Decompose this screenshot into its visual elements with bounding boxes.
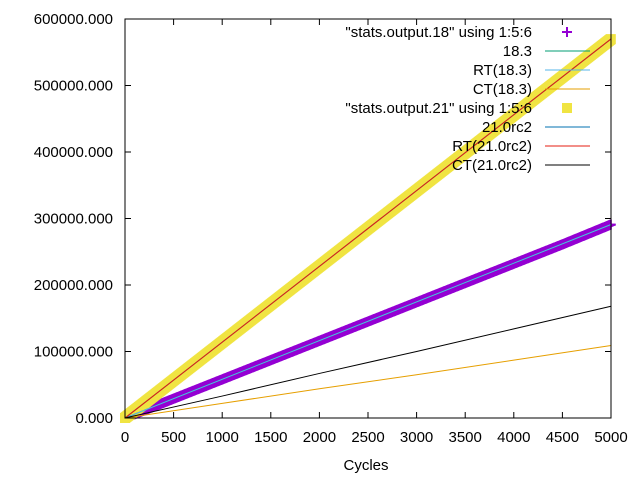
x-tick-label: 1000 (206, 429, 239, 446)
series-6 (124, 38, 612, 419)
legend-item: CT(18.3) (473, 81, 590, 98)
legend-label: 18.3 (503, 43, 532, 60)
y-tick-label: 600000.000 (34, 11, 113, 28)
legend-label: CT(21.0rc2) (452, 157, 532, 174)
y-tick-label: 400000.000 (34, 144, 113, 161)
legend-label: "stats.output.18" using 1:5:6 (345, 24, 532, 41)
y-tick-label: 200000.000 (34, 277, 113, 294)
axes-layer: 0 500 1000 1500 2000 2500 3000 3500 4000 4500 5000… (34, 11, 628, 446)
legend-label: RT(21.0rc2) (452, 138, 532, 155)
legend-swatch (562, 27, 572, 37)
legend-item: CT(21.0rc2) (452, 157, 590, 174)
legend-label: CT(18.3) (473, 81, 532, 98)
y-tick-label: 500000.000 (34, 78, 113, 95)
x-axis-title: Cycles (343, 457, 388, 474)
series-7 (124, 305, 612, 419)
x-tick-label: 4500 (546, 429, 579, 446)
series-2-line (124, 224, 612, 419)
legend-label: 21.0rc2 (482, 119, 532, 136)
series-6-line (124, 38, 612, 419)
legend-label: RT(18.3) (473, 62, 532, 79)
legend-item: RT(18.3) (473, 62, 590, 79)
x-tick-label: 4000 (497, 429, 530, 446)
legend-item: RT(21.0rc2) (452, 138, 590, 155)
data-layer (120, 34, 616, 423)
x-tick-label: 5000 (594, 429, 627, 446)
x-tick-label: 1500 (254, 429, 287, 446)
legend-label: "stats.output.21" using 1:5:6 (345, 100, 532, 117)
legend: "stats.output.18" using 1:5:6 18.3 RT(18.3… (345, 24, 590, 174)
series-3 (124, 345, 612, 419)
legend-item: "stats.output.18" using 1:5:6 (345, 24, 572, 41)
x-tick-label: 2000 (303, 429, 336, 446)
x-tick-label: 3000 (400, 429, 433, 446)
series-3-line (124, 345, 612, 419)
y-tick-label: 300000.000 (34, 211, 113, 228)
x-tick-label: 3500 (449, 429, 482, 446)
x-tick-label: 0 (121, 429, 129, 446)
legend-swatch (562, 103, 572, 113)
y-tick-label: 100000.000 (34, 344, 113, 361)
x-tick-label: 2500 (351, 429, 384, 446)
legend-item: "stats.output.21" using 1:5:6 (345, 100, 572, 117)
y-tick-label: 0.000 (75, 410, 113, 427)
legend-item: 21.0rc2 (482, 119, 590, 136)
x-tick-label: 500 (161, 429, 186, 446)
series-7-line (124, 305, 612, 419)
series-2 (124, 224, 612, 419)
legend-item: 18.3 (503, 43, 590, 60)
